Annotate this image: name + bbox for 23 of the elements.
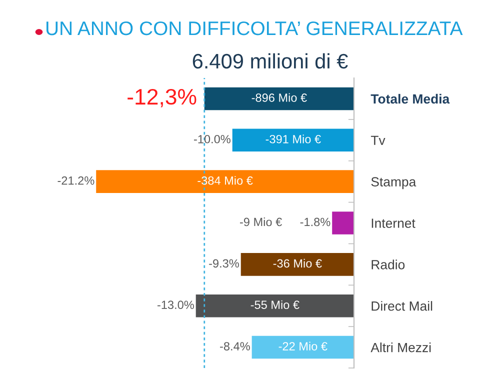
annotation: -36 Mio € — [273, 258, 322, 268]
chart-subtitle: 6.409 milioni di € — [192, 53, 348, 69]
data-label: -1.8% — [300, 218, 330, 226]
data-label: -13.0% — [158, 300, 194, 310]
annotation: -9 Mio € — [240, 217, 282, 226]
y-tick-label: Stampa — [371, 177, 416, 190]
data-label: -21.2% — [58, 176, 94, 185]
y-tick-label: Internet — [372, 218, 416, 228]
y-tick-label: Totale Media — [370, 94, 450, 104]
y-tick-label: Direct Mail — [372, 301, 432, 311]
data-label: -10.0% — [194, 134, 230, 144]
y-tick-label: Radio — [372, 260, 405, 270]
data-label: -12,3% — [128, 88, 196, 108]
chart-title: UN ANNO CON DIFFICOLTA’ GENERALIZZATA — [46, 21, 463, 36]
data-label: -8.4% — [220, 342, 250, 350]
y-tick-label: Altri Mezzi — [370, 342, 431, 352]
annotation: -384 Mio € — [198, 176, 253, 185]
y-tick-label: Tv — [370, 136, 386, 145]
annotation: -896 Mio € — [252, 93, 307, 102]
data-label: -9.3% — [209, 259, 239, 268]
annotation: -55 Mio € — [250, 300, 300, 310]
annotation: -22 Mio € — [278, 342, 328, 350]
annotation: -391 Mio € — [266, 134, 321, 144]
